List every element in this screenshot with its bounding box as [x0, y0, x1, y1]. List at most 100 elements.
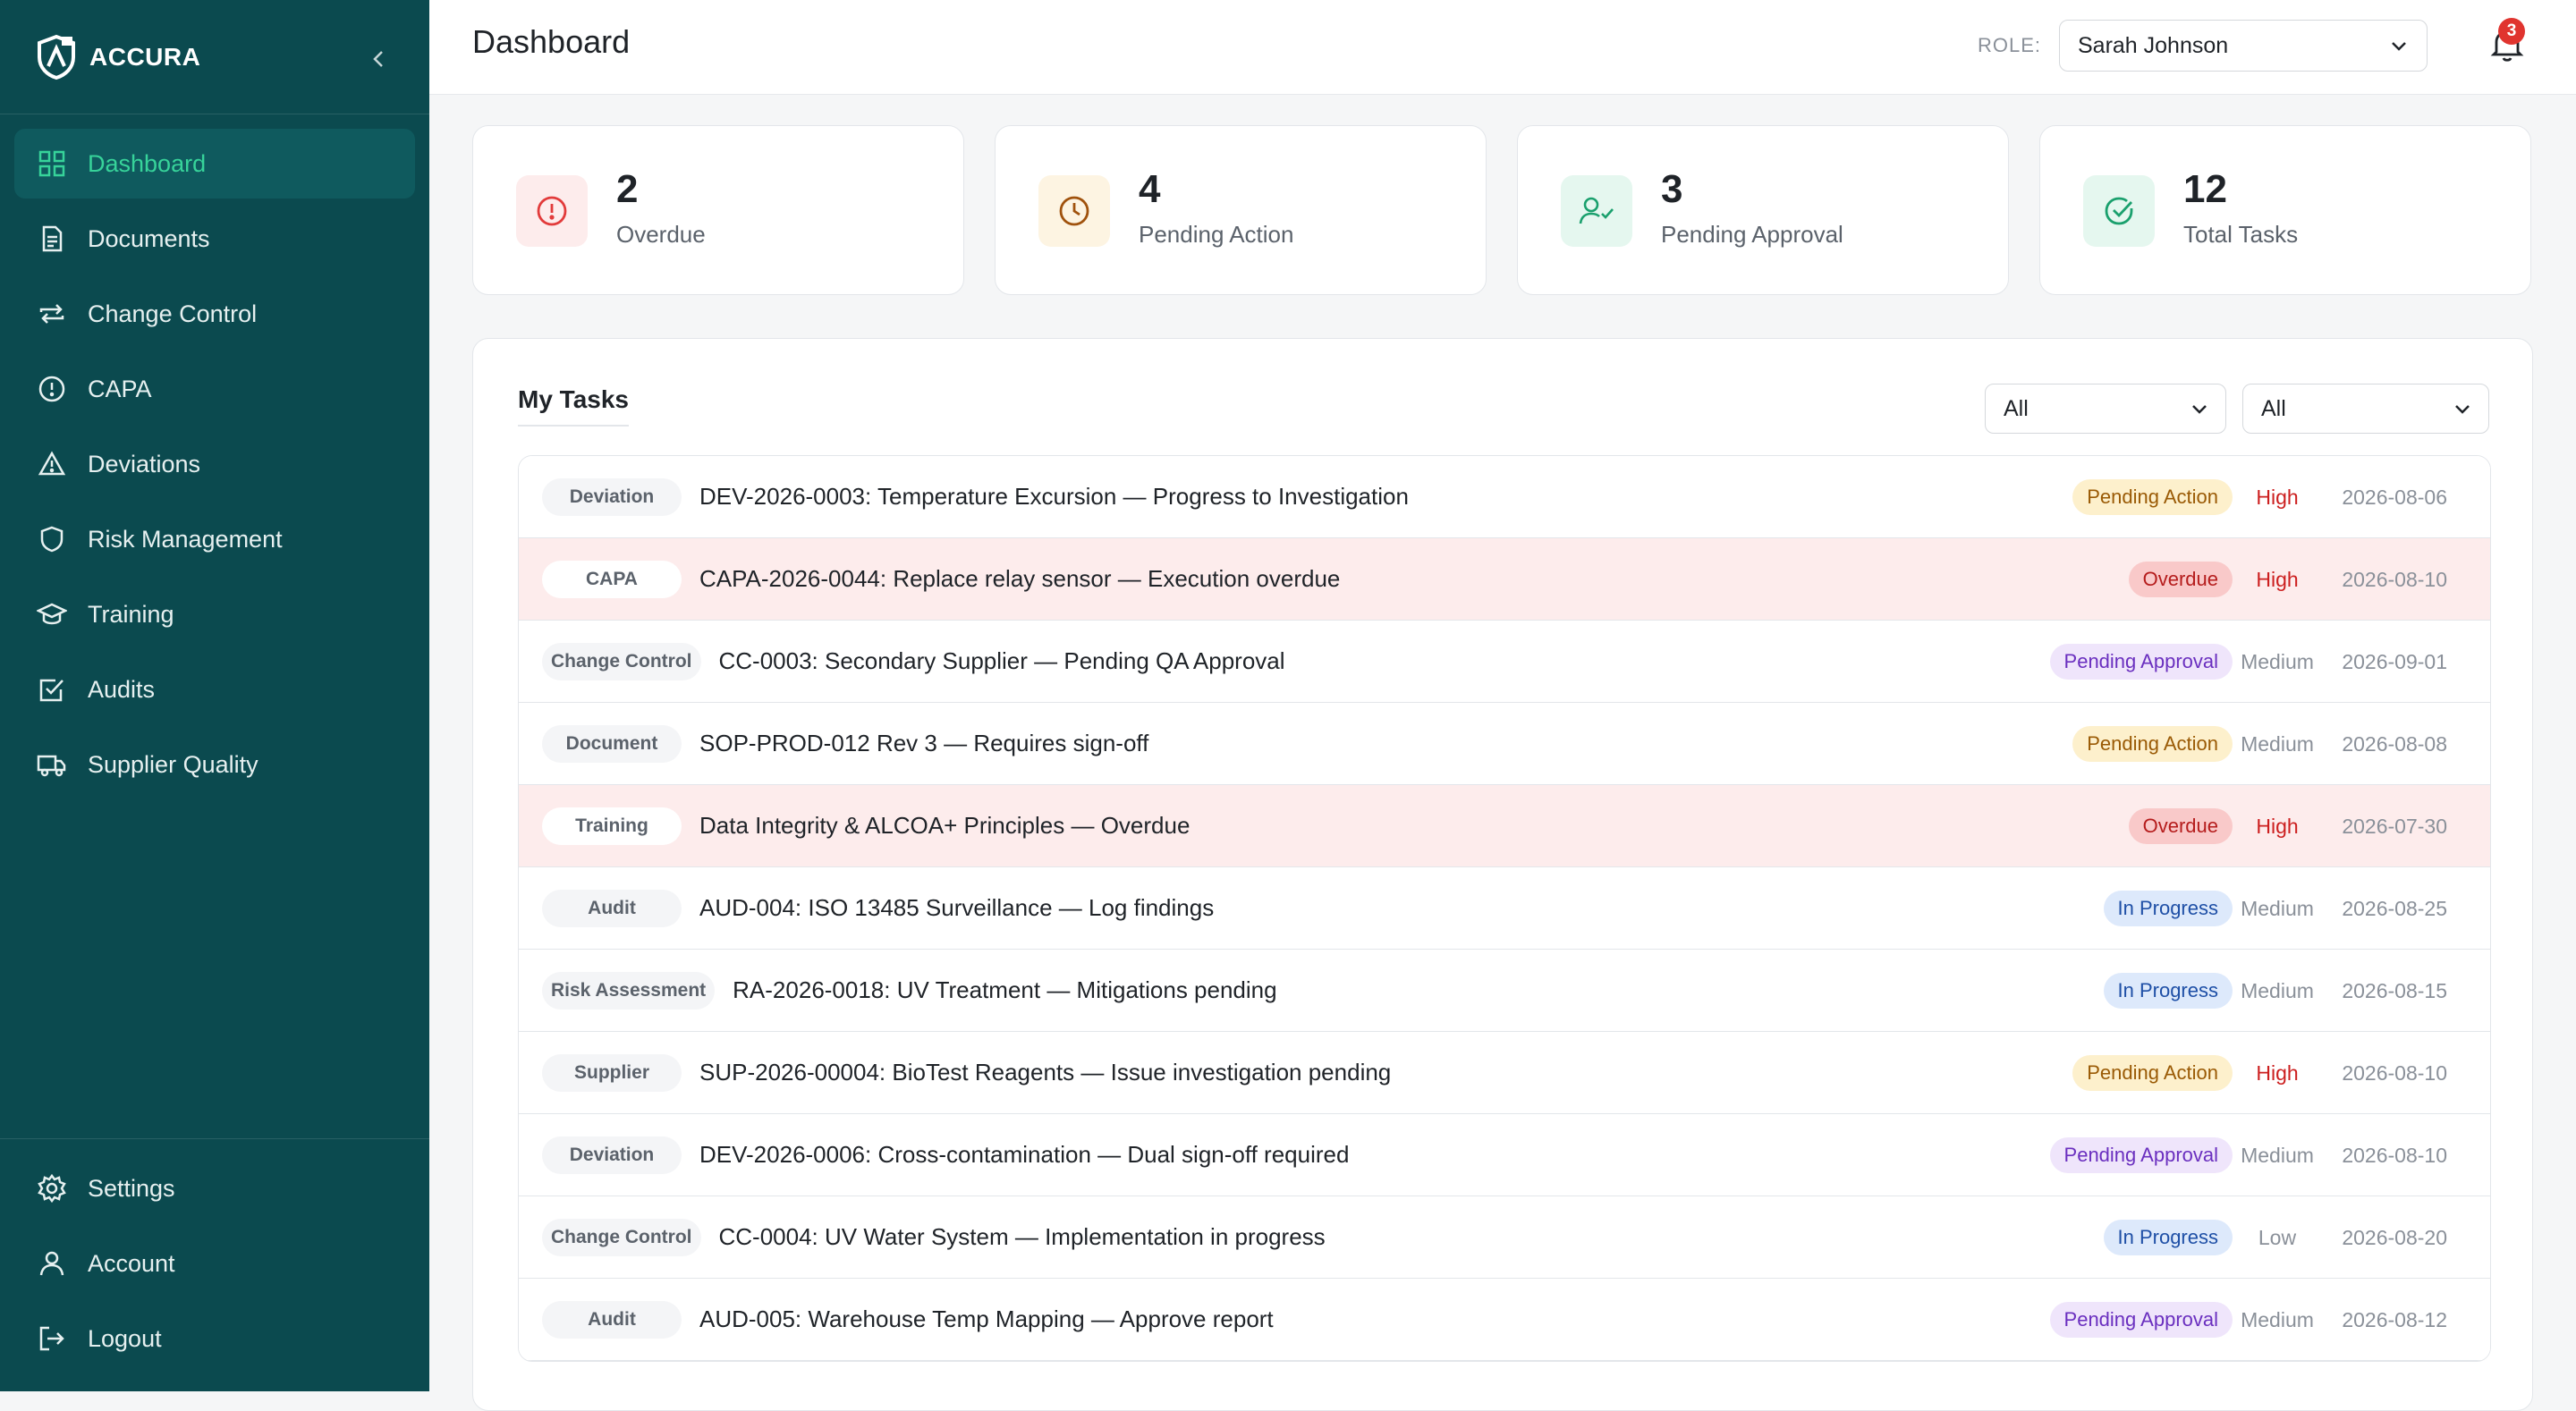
role-select[interactable]: Sarah Johnson — [2059, 20, 2428, 72]
stat-value: 3 — [1661, 167, 1683, 211]
task-type-badge: Audit — [542, 889, 682, 927]
nav-label: Training — [88, 600, 174, 628]
status-badge: Pending Action — [2072, 1055, 2233, 1091]
main-nav: Dashboard Documents Change Control CAPA — [14, 129, 415, 805]
nav-item-deviations[interactable]: Deviations — [14, 429, 415, 499]
task-title: SOP-PROD-012 Rev 3 — Requires sign-off — [699, 730, 1149, 756]
alert-circle-icon — [537, 196, 567, 226]
task-type-badge: Audit — [542, 1300, 682, 1339]
task-title: DEV-2026-0003: Temperature Excursion — P… — [699, 483, 1409, 510]
task-title: RA-2026-0018: UV Treatment — Mitigations… — [733, 976, 1277, 1003]
stat-card-pending-approval[interactable]: 3 Pending Approval — [1517, 125, 2009, 295]
stat-card-overdue[interactable]: 2 Overdue — [472, 125, 964, 295]
sidebar-divider — [0, 1138, 429, 1139]
due-date: 2026-08-10 — [2342, 567, 2447, 591]
nav-item-dashboard[interactable]: Dashboard — [14, 129, 415, 199]
task-title: CAPA-2026-0044: Replace relay sensor — E… — [699, 565, 1341, 592]
user-icon — [36, 1247, 68, 1280]
priority-label: Medium — [2241, 649, 2314, 673]
task-row[interactable]: Deviation DEV-2026-0006: Cross-contaminat… — [519, 1114, 2490, 1196]
priority-label: Medium — [2241, 896, 2314, 920]
stat-label: Total Tasks — [2183, 221, 2299, 248]
chevron-down-icon — [2192, 405, 2207, 414]
nav-item-risk-management[interactable]: Risk Management — [14, 504, 415, 574]
nav-label: Deviations — [88, 450, 201, 477]
sidebar: ACCURA Dashboard Documents — [0, 0, 429, 1391]
my-tasks-panel: My Tasks All All Deviation DEV-2026-0003:… — [472, 338, 2533, 1411]
check-square-icon — [36, 673, 68, 706]
nav-item-change-control[interactable]: Change Control — [14, 279, 415, 349]
task-meta: In Progress Medium 2026-08-15 — [2103, 950, 2447, 1032]
notification-badge: 3 — [2498, 18, 2525, 45]
task-title: DEV-2026-0006: Cross-contamination — Dua… — [699, 1141, 1350, 1168]
nav-item-training[interactable]: Training — [14, 579, 415, 649]
task-meta: Pending Approval Medium 2026-08-12 — [2049, 1279, 2447, 1361]
due-date: 2026-08-10 — [2342, 1143, 2447, 1167]
stat-value: 4 — [1139, 167, 1161, 211]
task-meta: Pending Action High 2026-08-10 — [2072, 1032, 2447, 1114]
task-meta: In Progress Low 2026-08-20 — [2103, 1196, 2447, 1279]
due-date: 2026-08-20 — [2342, 1225, 2447, 1249]
due-date: 2026-08-10 — [2342, 1060, 2447, 1085]
task-row[interactable]: Audit AUD-005: Warehouse Temp Mapping — A… — [519, 1279, 2490, 1361]
priority-label: High — [2256, 814, 2299, 838]
type-filter-select[interactable]: All — [2242, 384, 2489, 434]
nav-item-account[interactable]: Account — [14, 1229, 415, 1298]
repeat-icon — [36, 298, 68, 330]
top-header: Dashboard ROLE: Sarah Johnson 3 — [429, 0, 2576, 95]
accura-logo-icon — [38, 34, 75, 80]
task-row[interactable]: Change Control CC-0004: UV Water System —… — [519, 1196, 2490, 1279]
nav-item-supplier-quality[interactable]: Supplier Quality — [14, 730, 415, 799]
nav-label: Supplier Quality — [88, 750, 258, 778]
warning-triangle-icon — [36, 448, 68, 480]
priority-label: Medium — [2241, 731, 2314, 756]
task-row[interactable]: CAPA CAPA-2026-0044: Replace relay sensor… — [519, 538, 2490, 621]
role-select-value: Sarah Johnson — [2078, 32, 2229, 58]
shield-icon — [36, 523, 68, 555]
stat-value: 2 — [616, 167, 639, 211]
stat-icon-container — [2083, 175, 2155, 247]
status-filter-select[interactable]: All — [1985, 384, 2226, 434]
nav-item-documents[interactable]: Documents — [14, 204, 415, 274]
priority-label: Medium — [2241, 1143, 2314, 1167]
stat-card-pending-action[interactable]: 4 Pending Action — [995, 125, 1487, 295]
nav-item-settings[interactable]: Settings — [14, 1153, 415, 1223]
stat-card-total-tasks[interactable]: 12 Total Tasks — [2039, 125, 2531, 295]
graduation-cap-icon — [36, 598, 68, 630]
stat-icon-container — [516, 175, 588, 247]
status-badge: Pending Approval — [2049, 644, 2233, 680]
task-meta: Overdue High 2026-07-30 — [2128, 785, 2447, 867]
task-row[interactable]: Document SOP-PROD-012 Rev 3 — Requires si… — [519, 703, 2490, 785]
task-row[interactable]: Audit AUD-004: ISO 13485 Surveillance — L… — [519, 867, 2490, 950]
collapse-sidebar-button[interactable] — [361, 41, 397, 77]
task-type-badge: Supplier — [542, 1053, 682, 1092]
task-row[interactable]: Change Control CC-0003: Secondary Supplie… — [519, 621, 2490, 703]
due-date: 2026-08-25 — [2342, 896, 2447, 920]
truck-icon — [36, 748, 68, 781]
check-circle-icon — [2105, 197, 2133, 225]
stat-label: Overdue — [616, 221, 706, 248]
nav-label: Account — [88, 1249, 175, 1277]
nav-label: Risk Management — [88, 525, 283, 553]
nav-label: Documents — [88, 224, 210, 252]
task-title: SUP-2026-00004: BioTest Reagents — Issue… — [699, 1059, 1392, 1086]
due-date: 2026-08-15 — [2342, 978, 2447, 1002]
due-date: 2026-08-06 — [2342, 485, 2447, 509]
task-meta: Overdue High 2026-08-10 — [2128, 538, 2447, 621]
chevron-down-icon — [2392, 42, 2406, 51]
task-row[interactable]: Risk Assessment RA-2026-0018: UV Treatmen… — [519, 950, 2490, 1032]
nav-item-logout[interactable]: Logout — [14, 1304, 415, 1373]
task-title: CC-0003: Secondary Supplier — Pending QA… — [718, 647, 1285, 674]
brand[interactable]: ACCURA — [36, 30, 200, 84]
brand-name: ACCURA — [89, 43, 201, 71]
stat-icon-container — [1561, 175, 1632, 247]
task-row[interactable]: Deviation DEV-2026-0003: Temperature Excu… — [519, 456, 2490, 538]
nav-item-audits[interactable]: Audits — [14, 655, 415, 724]
priority-label: Medium — [2241, 978, 2314, 1002]
priority-label: High — [2256, 567, 2299, 591]
task-row[interactable]: Training Data Integrity & ALCOA+ Principl… — [519, 785, 2490, 867]
clock-icon — [1059, 196, 1089, 226]
task-row[interactable]: Supplier SUP-2026-00004: BioTest Reagents… — [519, 1032, 2490, 1114]
nav-item-capa[interactable]: CAPA — [14, 354, 415, 424]
priority-label: High — [2256, 1060, 2299, 1085]
